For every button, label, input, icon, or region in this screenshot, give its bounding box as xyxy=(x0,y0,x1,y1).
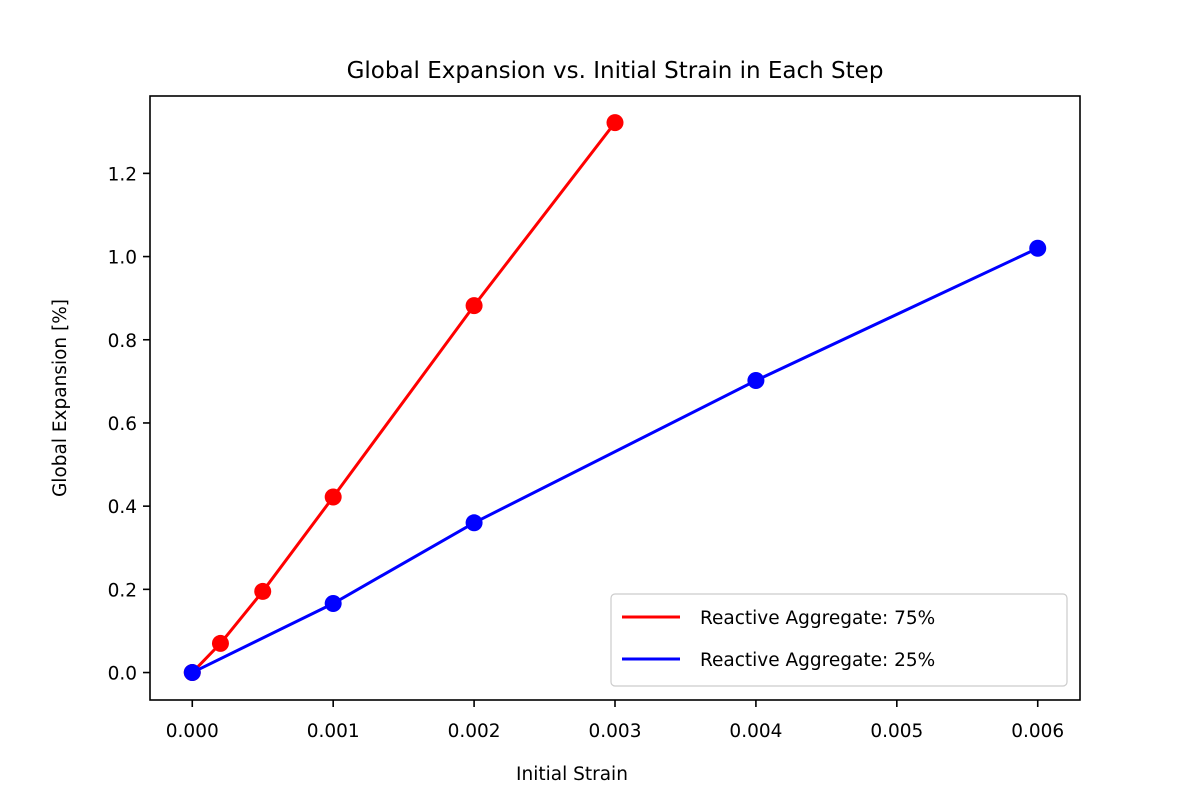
legend-label: Reactive Aggregate: 75% xyxy=(700,608,935,629)
y-axis-label: Global Expansion [%] xyxy=(50,299,71,497)
y-axis: 0.0 0.2 0.4 0.6 0.8 1.0 1.2 xyxy=(108,164,150,685)
data-point xyxy=(1029,239,1047,257)
data-point xyxy=(606,114,624,132)
data-point xyxy=(324,594,342,612)
data-point xyxy=(324,488,342,506)
y-tick-label: 1.2 xyxy=(108,164,137,185)
x-axis-label: Initial Strain xyxy=(516,764,628,785)
x-tick-label: 0.006 xyxy=(1011,721,1064,742)
y-tick-label: 1.0 xyxy=(108,248,137,269)
x-tick-label: 0.001 xyxy=(307,721,360,742)
x-tick-label: 0.005 xyxy=(870,721,923,742)
chart-title: Global Expansion vs. Initial Strain in E… xyxy=(347,58,884,84)
x-axis: 0.000 0.001 0.002 0.003 0.004 0.005 0.006 xyxy=(166,700,1064,742)
data-point xyxy=(254,582,272,600)
legend-box xyxy=(610,593,1068,687)
legend-label: Reactive Aggregate: 25% xyxy=(700,650,935,671)
data-point xyxy=(747,372,765,390)
x-tick-label: 0.003 xyxy=(589,721,642,742)
y-tick-label: 0.4 xyxy=(108,497,137,518)
data-point xyxy=(465,514,483,532)
y-tick-label: 0.2 xyxy=(108,580,137,601)
y-tick-label: 0.6 xyxy=(108,414,137,435)
data-point xyxy=(211,634,229,652)
series-layer xyxy=(183,114,1047,682)
y-tick-label: 0.8 xyxy=(108,331,137,352)
x-tick-label: 0.002 xyxy=(448,721,501,742)
x-tick-label: 0.000 xyxy=(166,721,219,742)
x-tick-label: 0.004 xyxy=(729,721,782,742)
y-tick-label: 0.0 xyxy=(108,664,137,685)
data-point xyxy=(465,297,483,315)
data-point xyxy=(183,664,201,682)
legend: Reactive Aggregate: 75% Reactive Aggregat… xyxy=(610,593,1068,687)
